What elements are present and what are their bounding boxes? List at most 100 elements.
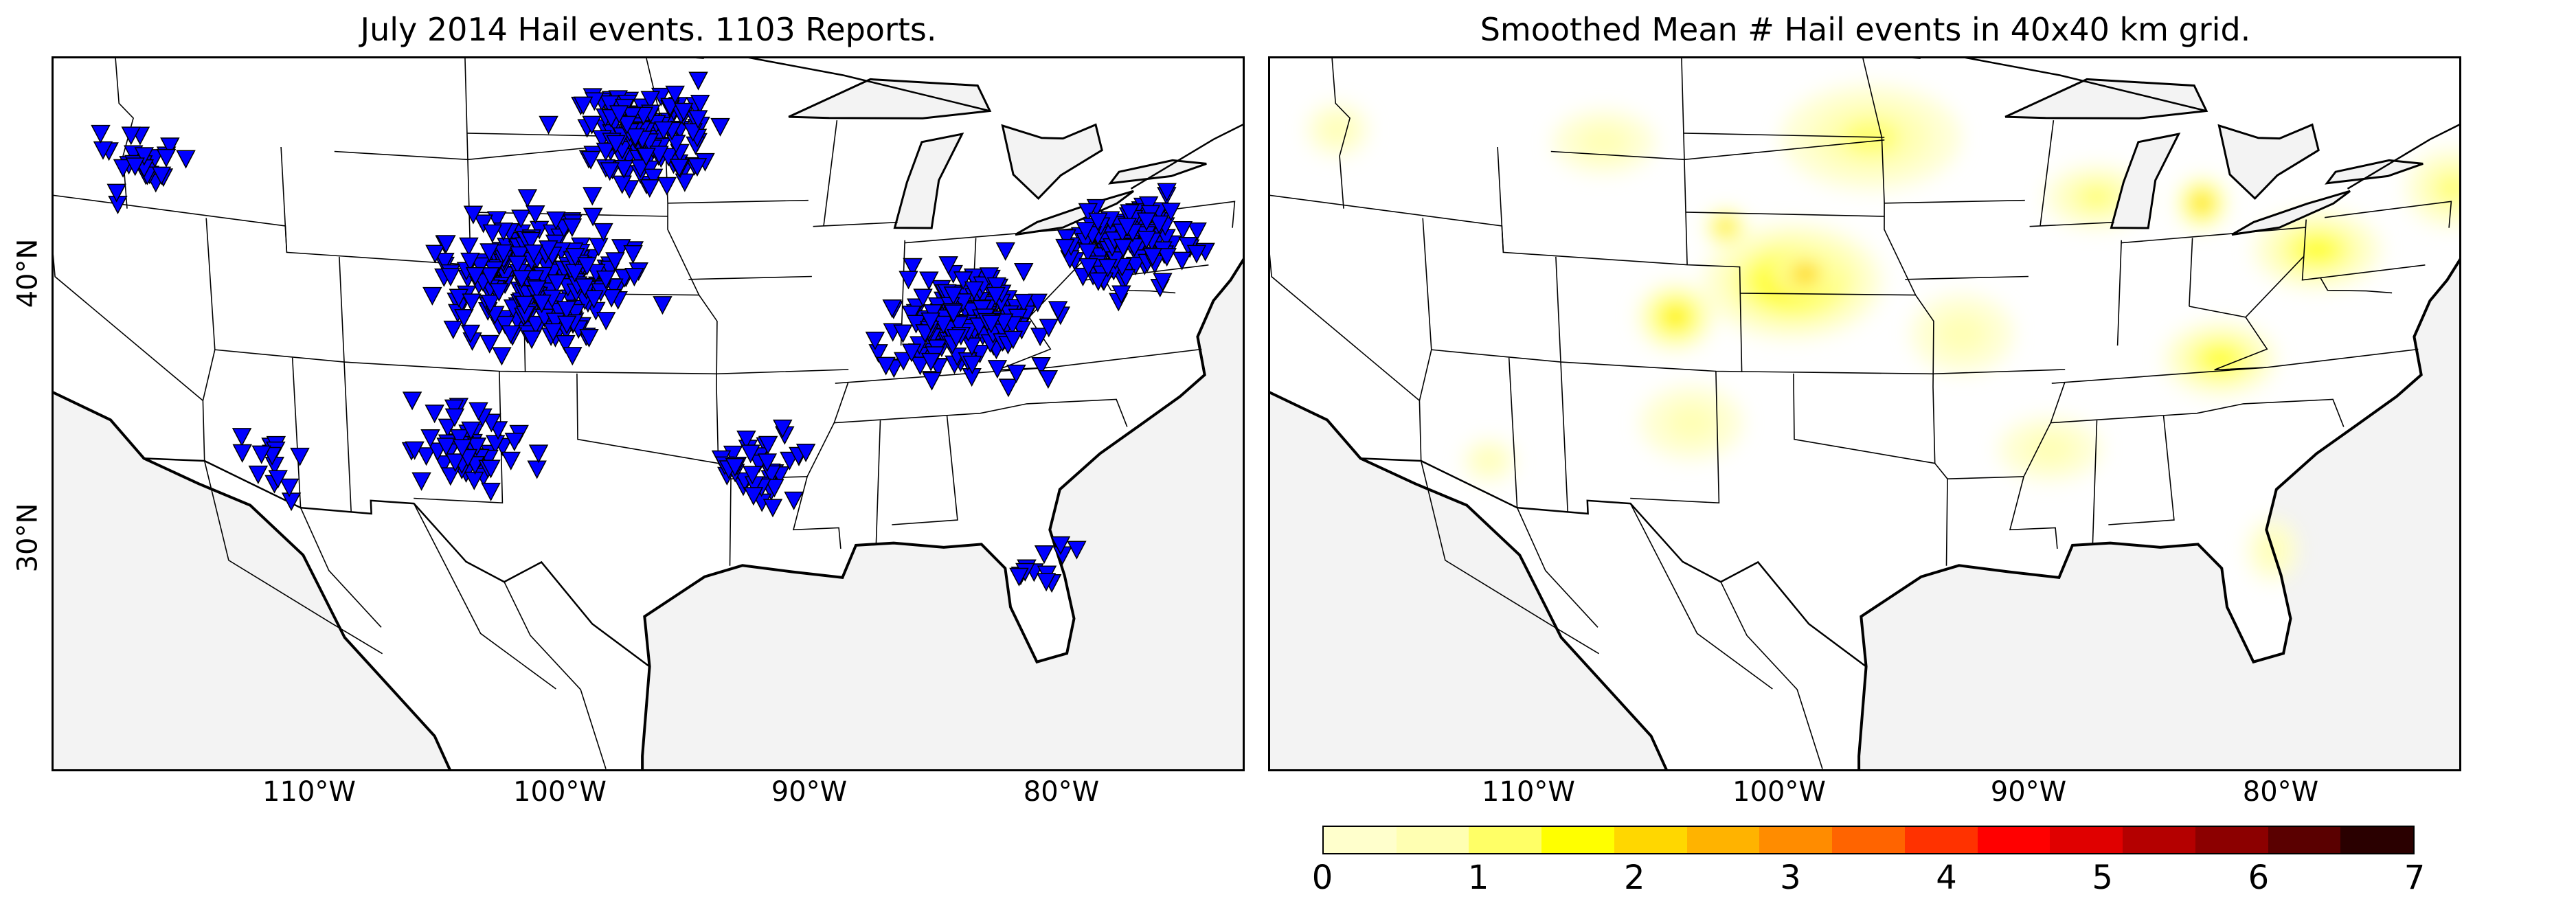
hail-report-marker <box>1111 285 1131 304</box>
colorbar-swatch <box>1686 827 1760 853</box>
hail-report-marker <box>624 268 644 287</box>
density-contour <box>2197 198 2206 208</box>
hail-report-marker <box>594 223 613 242</box>
hail-report-marker <box>1009 567 1029 587</box>
hail-report-marker <box>443 320 464 339</box>
hail-report-marker <box>466 438 487 457</box>
colorbar-swatch <box>1396 827 1469 853</box>
density-contour <box>1476 450 1502 471</box>
hail-report-marker <box>468 402 488 421</box>
colorbar-swatch <box>2123 827 2195 853</box>
hail-report-marker <box>1034 545 1054 565</box>
hail-report-marker <box>580 150 601 170</box>
hail-report-marker <box>1036 573 1057 592</box>
hail-report-marker <box>1057 229 1076 248</box>
left-land-layer <box>54 58 1243 769</box>
hail-report-marker <box>687 158 708 177</box>
hail-report-marker <box>1014 293 1034 313</box>
state-border <box>1630 371 1720 504</box>
state-border <box>1270 254 1420 401</box>
hail-report-marker <box>893 324 913 343</box>
hail-report-marker <box>994 313 1014 332</box>
state-border <box>2050 398 2345 427</box>
hail-report-marker <box>649 146 669 165</box>
hail-report-marker <box>630 159 651 179</box>
state-border <box>339 256 352 512</box>
density-contour <box>2437 174 2459 202</box>
country-border <box>1912 58 2207 112</box>
hail-report-marker <box>279 478 300 497</box>
hail-report-marker <box>673 102 694 122</box>
hail-report-marker <box>113 159 133 178</box>
hail-report-marker <box>762 499 783 518</box>
hail-report-marker <box>710 117 730 137</box>
hail-report-marker <box>492 347 512 366</box>
hail-report-marker <box>962 337 982 356</box>
hail-report-marker <box>459 237 479 256</box>
hail-report-marker <box>962 355 982 374</box>
hail-report-marker <box>596 270 616 289</box>
hail-report-marker <box>795 443 816 463</box>
state-border <box>1905 275 2029 280</box>
density-contour <box>1936 314 1988 354</box>
hail-report-marker <box>1006 364 1026 383</box>
hail-report-marker <box>922 372 942 391</box>
hail-report-marker <box>1173 220 1193 240</box>
hail-report-marker <box>248 465 269 484</box>
hail-report-marker <box>471 257 490 276</box>
hail-report-marker <box>463 205 484 225</box>
state-border <box>834 398 1128 427</box>
hail-report-marker <box>290 447 310 466</box>
hail-report-marker <box>461 421 481 440</box>
hail-report-marker <box>617 115 637 135</box>
hail-report-marker <box>582 115 602 135</box>
density-contour <box>1666 404 1717 442</box>
colorbar-tick-label: 7 <box>2404 859 2426 897</box>
hail-report-marker <box>1076 222 1096 241</box>
state-border <box>688 275 812 280</box>
hail-report-marker <box>1030 328 1050 347</box>
hail-report-marker <box>1186 245 1207 264</box>
hail-report-marker <box>481 459 501 479</box>
hail-report-marker <box>583 207 603 227</box>
hail-report-marker <box>440 467 461 486</box>
hail-report-marker <box>452 439 473 458</box>
right-map-frame <box>1268 56 2461 771</box>
hail-report-marker <box>757 453 778 473</box>
hail-report-marker <box>736 430 756 449</box>
hail-report-marker <box>526 205 545 225</box>
hail-report-marker <box>773 419 793 438</box>
hail-report-marker <box>543 323 563 342</box>
hail-report-marker <box>589 238 609 257</box>
state-border <box>413 503 556 690</box>
hail-report-marker <box>609 105 629 124</box>
state-border <box>1720 581 1823 769</box>
hail-report-marker <box>1055 238 1075 258</box>
hail-report-marker <box>1113 238 1133 258</box>
hail-report-marker <box>636 148 656 167</box>
hail-report-marker <box>906 315 926 334</box>
hail-report-marker <box>758 435 778 455</box>
hail-report-marker <box>445 453 465 473</box>
state-border <box>1681 58 1688 265</box>
great-lake <box>2217 123 2320 201</box>
hail-report-marker <box>501 451 521 470</box>
hail-report-marker <box>176 150 196 169</box>
state-border <box>1884 199 2025 204</box>
hail-report-marker <box>653 296 673 315</box>
hail-report-marker <box>436 438 456 457</box>
hail-report-marker <box>979 267 999 286</box>
hail-report-marker <box>865 331 885 350</box>
hail-report-marker <box>920 352 941 372</box>
hail-report-marker <box>1187 222 1207 241</box>
state-border <box>823 120 838 227</box>
hail-report-marker <box>1098 258 1118 277</box>
state-border <box>464 58 471 265</box>
hail-report-marker <box>1078 258 1098 277</box>
state-border <box>1947 476 2024 479</box>
hail-report-marker <box>495 315 515 334</box>
state-border <box>1862 58 1948 566</box>
hail-report-marker <box>643 168 664 188</box>
hail-report-marker <box>938 256 958 275</box>
state-border <box>1555 256 1568 512</box>
